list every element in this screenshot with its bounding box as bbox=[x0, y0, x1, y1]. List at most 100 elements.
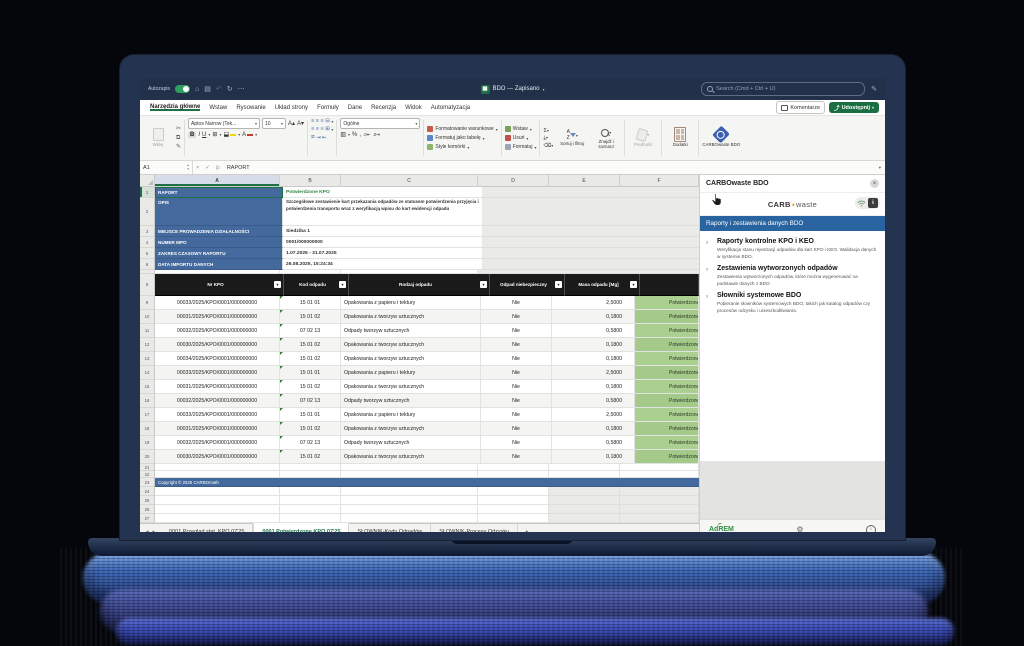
cell-niebezpieczny[interactable]: Nie bbox=[481, 450, 552, 464]
share-button[interactable]: ⤴ Udostępnij ▾ bbox=[829, 102, 879, 113]
cell-kod-odpadu[interactable]: 07 02 13 bbox=[280, 394, 341, 408]
row-header[interactable]: 17 bbox=[140, 408, 155, 422]
prev-sheet-icon[interactable]: ◂ bbox=[146, 528, 149, 532]
pencil-icon[interactable]: ✎ bbox=[871, 85, 877, 93]
empty-cell[interactable] bbox=[549, 471, 620, 478]
increase-decimal-icon[interactable]: .0↞ bbox=[363, 131, 371, 137]
cell-niebezpieczny[interactable]: Nie bbox=[481, 422, 552, 436]
name-box-stepper[interactable]: ▴ ▾ bbox=[187, 163, 189, 171]
bold-button[interactable]: B bbox=[188, 131, 197, 138]
row-header[interactable]: 20 bbox=[140, 450, 155, 464]
cell-status[interactable]: Potwierdzone bbox=[635, 380, 699, 394]
next-sheet-icon[interactable]: ▸ bbox=[152, 528, 156, 532]
row-header[interactable] bbox=[140, 270, 155, 274]
cell-status[interactable]: Potwierdzone bbox=[635, 408, 699, 422]
tab-automatyzacja[interactable]: Automatyzacja bbox=[430, 104, 471, 111]
tab-narzedzia-glowne[interactable]: Narzędzia główne bbox=[150, 104, 201, 110]
empty-cell[interactable] bbox=[620, 471, 699, 478]
empty-cell[interactable] bbox=[341, 270, 478, 274]
home-icon[interactable]: ⌂ bbox=[194, 85, 200, 93]
empty-cell[interactable] bbox=[155, 514, 280, 523]
unused-area[interactable] bbox=[482, 248, 699, 259]
row-header[interactable]: 9 bbox=[140, 296, 155, 310]
empty-cell[interactable] bbox=[620, 464, 699, 471]
cell-status[interactable]: Potwierdzone bbox=[635, 310, 699, 324]
align-right-icon[interactable]: ≡ bbox=[320, 126, 324, 132]
cell-data-importu-value[interactable]: 26.08.2025, 15:24:34 bbox=[283, 259, 482, 270]
row-header[interactable]: 5 bbox=[140, 248, 155, 259]
save-icon[interactable]: ▤ bbox=[204, 85, 211, 93]
unused-cell[interactable] bbox=[549, 505, 620, 514]
empty-cell[interactable] bbox=[341, 487, 478, 496]
cell-styles-button[interactable]: Style komórki ▾ bbox=[427, 144, 497, 150]
row-header[interactable]: 18 bbox=[140, 422, 155, 436]
header-kod-odpadu[interactable]: Kod odpadu ▾ bbox=[284, 274, 349, 296]
paste-button[interactable]: Wklej bbox=[143, 128, 173, 147]
empty-cell[interactable] bbox=[478, 471, 549, 478]
cell-status[interactable]: Potwierdzone bbox=[635, 338, 699, 352]
filter-icon[interactable]: ▾ bbox=[555, 281, 562, 288]
cell-kod-odpadu[interactable]: 15 01 01 bbox=[280, 296, 341, 310]
font-name-select[interactable]: Aptos Narrow (Tek... ▾ bbox=[188, 118, 261, 129]
cell-kod-odpadu[interactable]: 15 01 02 bbox=[280, 310, 341, 324]
cell-masa[interactable]: 0,5800 bbox=[552, 324, 635, 338]
cell-status[interactable]: Potwierdzone bbox=[635, 366, 699, 380]
cell-masa[interactable]: 0,1800 bbox=[552, 380, 635, 394]
column-header-f[interactable]: F bbox=[620, 175, 699, 187]
row-header[interactable]: 22 bbox=[140, 471, 155, 478]
tab-dane[interactable]: Dane bbox=[347, 104, 363, 111]
percent-icon[interactable]: % bbox=[352, 131, 358, 138]
tab-rysowanie[interactable]: Rysowanie bbox=[236, 104, 266, 111]
autosum-icon[interactable]: Σ▾ bbox=[543, 127, 549, 134]
row-header[interactable]: 16 bbox=[140, 394, 155, 408]
clear-icon[interactable]: ⌫▾ bbox=[543, 142, 554, 149]
cell-kod-odpadu[interactable]: 15 01 01 bbox=[280, 366, 341, 380]
empty-cell[interactable] bbox=[155, 487, 280, 496]
sheet-tab-slownik-kody[interactable]: SŁOWNIK-Kody Odpadów bbox=[349, 524, 432, 532]
outdent-icon[interactable]: ⇤ bbox=[322, 134, 327, 141]
cell-nr-kpo[interactable]: 00031/2025/KPO/0001/000000000 bbox=[155, 310, 280, 324]
empty-cell[interactable] bbox=[280, 471, 341, 478]
copy-icon[interactable]: ⧉ bbox=[176, 135, 181, 141]
empty-cell[interactable] bbox=[478, 496, 549, 505]
cell-rodzaj[interactable]: Opakowania z tworzyw sztucznych bbox=[341, 380, 481, 394]
header-odpad-niebezpieczny[interactable]: Odpad niebezpieczny ▾ bbox=[490, 274, 565, 296]
cell-masa[interactable]: 2,5000 bbox=[552, 366, 635, 380]
empty-cell[interactable] bbox=[478, 487, 549, 496]
cell-miejsce-label[interactable]: MIEJSCE PROWADZENIA DZIAŁALNOŚCI bbox=[155, 226, 283, 237]
cell-status[interactable]: Potwierdzone bbox=[635, 296, 699, 310]
info-toggle-icon[interactable]: i bbox=[868, 198, 878, 208]
copyright-cell[interactable]: Copyright © 2025 CARBOmath bbox=[155, 478, 699, 487]
align-top-icon[interactable]: ≡ bbox=[311, 118, 314, 124]
insert-cells-button[interactable]: Wstaw ▾ bbox=[504, 126, 537, 132]
row-header[interactable]: 27 bbox=[140, 514, 155, 523]
italic-button[interactable]: I bbox=[198, 131, 201, 138]
cell-niebezpieczny[interactable]: Nie bbox=[481, 338, 552, 352]
cell-status[interactable]: Potwierdzone bbox=[635, 436, 699, 450]
column-header-c[interactable]: C bbox=[341, 175, 478, 187]
cell-masa[interactable]: 0,1800 bbox=[552, 352, 635, 366]
align-left-icon[interactable]: ≡ bbox=[311, 126, 314, 132]
cell-zakres-value[interactable]: 1.07.2025 - 31.07.2025 bbox=[283, 248, 482, 259]
column-header-e[interactable]: E bbox=[549, 175, 620, 187]
tab-formuly[interactable]: Formuły bbox=[317, 104, 339, 111]
cell-status[interactable]: Potwierdzone bbox=[635, 324, 699, 338]
empty-cell[interactable] bbox=[280, 464, 341, 471]
comma-icon[interactable]: , bbox=[359, 131, 362, 138]
empty-cell[interactable] bbox=[155, 505, 280, 514]
cell-nr-kpo[interactable]: 00033/2025/KPO/0001/000000000 bbox=[155, 366, 280, 380]
empty-cell[interactable] bbox=[280, 270, 341, 274]
cell-nr-kpo[interactable]: 00032/2025/KPO/0001/000000000 bbox=[155, 394, 280, 408]
filter-icon[interactable]: ▾ bbox=[274, 281, 281, 288]
sheet-tab-przeglad[interactable]: 0001 Przegląd stat. KPO 07'25 bbox=[161, 524, 254, 532]
cell-kod-odpadu[interactable]: 15 01 01 bbox=[280, 408, 341, 422]
cell-niebezpieczny[interactable]: Nie bbox=[481, 296, 552, 310]
empty-cell[interactable] bbox=[478, 464, 549, 471]
cell-zakres-label[interactable]: ZAKRES CZASOWY RAPORTU bbox=[155, 248, 283, 259]
cell-rodzaj[interactable]: Odpady tworzyw sztucznych bbox=[341, 436, 481, 450]
cell-rodzaj[interactable]: Odpady tworzyw sztucznych bbox=[341, 324, 481, 338]
undo-icon[interactable]: ↶ bbox=[215, 85, 222, 93]
cell-niebezpieczny[interactable]: Nie bbox=[481, 380, 552, 394]
cell-niebezpieczny[interactable]: Nie bbox=[481, 366, 552, 380]
cell-nr-kpo[interactable]: 00031/2025/KPO/0001/000000000 bbox=[155, 422, 280, 436]
